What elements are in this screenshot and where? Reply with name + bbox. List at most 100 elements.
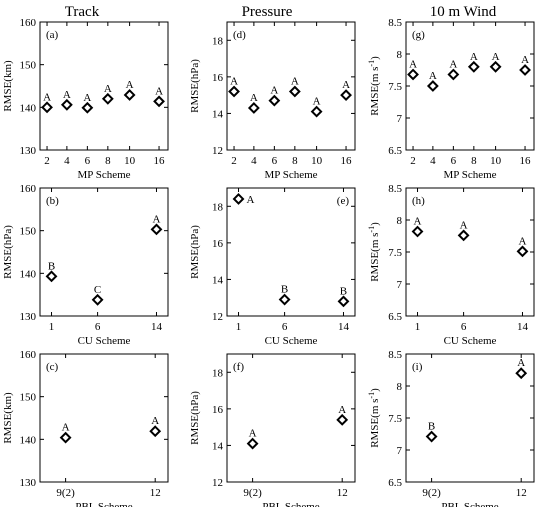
group-letter: B [48,260,55,272]
y-tick-label: 6.5 [388,477,402,489]
x-axis-label: MP Scheme [264,169,317,181]
y-tick-label: 6.5 [388,145,402,157]
y-tick-label: 12 [212,145,223,157]
data-point [101,92,114,105]
x-tick-label: 2 [231,155,237,167]
x-tick-label: 8 [292,155,298,167]
y-axis-label-main: RMSE(m s [369,67,381,116]
y-tick-label: 6.5 [388,311,402,323]
group-letter: A [151,415,159,427]
panel-label: (b) [46,195,59,207]
data-point [425,430,438,443]
group-letter: A [62,422,70,434]
y-axis-label: RMSE(m s-1) [367,56,381,116]
y-axis-label-main: RMSE(m s [369,233,381,282]
panel-i: 6.5 7 7.5 8 8.5 9(2) B 12 A (i) PBL Scheme RMSE(m s… [367,349,535,507]
data-point [247,102,260,114]
y-tick-label: 14 [212,108,224,120]
x-tick-label: 6 [461,321,467,333]
y-tick-label: 7.5 [388,413,402,425]
y-tick-label: 18 [212,35,224,47]
x-tick-label: 6 [272,155,278,167]
x-tick-label: 14 [151,321,163,333]
y-tick-label: 8 [397,49,403,61]
panel-a: 130 140 150 160 2 A 4 A 6 A 8 A 10 A 16 A (a) MP Scheme RM… [2,17,169,181]
x-axis-label: CU Scheme [265,335,318,347]
x-axis-label: MP Scheme [443,169,496,181]
x-tick-label: 9(2) [56,487,75,499]
y-tick-label: 150 [20,60,37,72]
data-point [426,80,439,92]
y-tick-label: 7 [397,279,403,291]
group-letter: A [247,194,255,206]
panel-label: (d) [233,29,246,41]
y-tick-label: 7.5 [388,247,402,259]
group-letter: A [270,85,278,97]
y-tick-label: 7 [397,445,403,457]
group-letter: A [519,235,527,247]
data-point [337,295,350,308]
x-tick-label: 8 [105,155,111,167]
y-axis-label-main: RMSE(hPa) [189,59,201,113]
y-axis-label-main: RMSE(m s [369,399,381,448]
data-point [268,94,281,107]
data-point [81,101,94,114]
y-tick-label: 16 [212,72,224,84]
y-tick-label: 16 [212,238,224,250]
group-letter: A [83,92,91,104]
group-letter: A [460,219,468,231]
y-tick-label: 8.5 [388,17,402,29]
data-point [228,85,240,98]
x-tick-label: 1 [415,321,421,333]
panel-label: (g) [412,29,425,41]
y-tick-label: 18 [212,367,224,379]
x-tick-label: 1 [49,321,55,333]
y-tick-label: 130 [20,311,37,323]
group-letter: A [517,357,525,369]
data-point [519,64,531,76]
panel-c: 130 140 150 160 9(2) A 12 A (c) PBL Scheme RMSE(km… [2,349,169,507]
y-tick-label: 150 [20,226,37,238]
data-point [91,293,104,306]
data-point [246,437,259,450]
group-letter: A [470,51,478,63]
y-axis-label-end: ) [369,222,381,226]
data-point [288,85,301,98]
y-tick-label: 7.5 [388,81,402,93]
plot-frame [226,21,356,151]
group-letter: A [409,58,417,70]
data-point [489,60,502,73]
y-tick-label: 14 [212,440,224,452]
data-point [336,413,349,426]
column-title-track: Track [65,4,100,20]
plot-frame [39,187,169,317]
x-tick-label: 10 [124,155,136,167]
x-axis-label: PBL Scheme [75,501,132,507]
panel-h: 6.5 7 7.5 8 8.5 1 A 6 A 14 A (h) CU Scheme RMSE(m s-1… [367,183,535,347]
x-axis-label: CU Scheme [444,335,497,347]
y-tick-label: 150 [20,392,37,404]
group-letter: A [230,75,238,87]
x-axis-label: CU Scheme [78,335,131,347]
y-tick-label: 12 [212,477,223,489]
y-tick-label: 140 [20,268,37,280]
panel-label: (f) [233,361,244,373]
x-tick-label: 4 [64,155,70,167]
x-tick-label: 6 [95,321,101,333]
y-axis-label: RMSE(km) [2,392,14,444]
x-tick-label: 14 [517,321,529,333]
panel-label: (c) [46,361,59,373]
panel-label: (a) [46,29,59,41]
group-letter: A [429,70,437,82]
panel-b: 130 140 150 160 1 B 6 C 14 A (b) CU Scheme RMSE(hPa) [2,183,169,347]
group-letter: A [63,89,71,101]
x-tick-label: 14 [338,321,350,333]
y-axis-label-superscript: -1 [367,60,376,67]
x-tick-label: 4 [251,155,257,167]
y-tick-label: 7 [397,113,403,125]
group-letter: A [104,83,112,95]
x-tick-label: 10 [311,155,323,167]
y-axis-label-main: RMSE(hPa) [2,225,14,279]
